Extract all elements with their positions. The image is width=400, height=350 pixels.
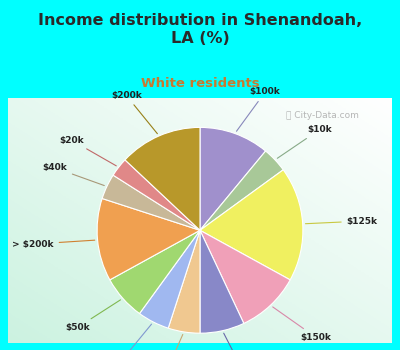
Wedge shape xyxy=(113,160,200,230)
Text: $125k: $125k xyxy=(306,217,378,225)
Wedge shape xyxy=(140,230,200,328)
Wedge shape xyxy=(200,127,266,230)
Text: $60k: $60k xyxy=(152,335,183,350)
Text: $75k: $75k xyxy=(224,333,257,350)
Wedge shape xyxy=(200,230,244,333)
Wedge shape xyxy=(200,230,290,323)
Text: White residents: White residents xyxy=(141,77,259,90)
Text: ⓘ City-Data.com: ⓘ City-Data.com xyxy=(286,111,359,120)
Wedge shape xyxy=(200,170,303,280)
Wedge shape xyxy=(97,198,200,280)
Text: $10k: $10k xyxy=(277,125,332,158)
Wedge shape xyxy=(200,151,283,230)
Text: Income distribution in Shenandoah,
LA (%): Income distribution in Shenandoah, LA (%… xyxy=(38,13,362,46)
Wedge shape xyxy=(168,230,200,333)
Text: > $200k: > $200k xyxy=(12,240,95,248)
Text: $40k: $40k xyxy=(42,163,104,186)
Text: $30k: $30k xyxy=(109,324,152,350)
Wedge shape xyxy=(102,175,200,230)
Text: $100k: $100k xyxy=(236,88,280,131)
Text: $150k: $150k xyxy=(273,307,332,342)
Wedge shape xyxy=(125,127,200,230)
Text: $20k: $20k xyxy=(59,136,116,166)
Text: $50k: $50k xyxy=(65,300,120,332)
Wedge shape xyxy=(110,230,200,314)
Text: $200k: $200k xyxy=(111,91,157,134)
